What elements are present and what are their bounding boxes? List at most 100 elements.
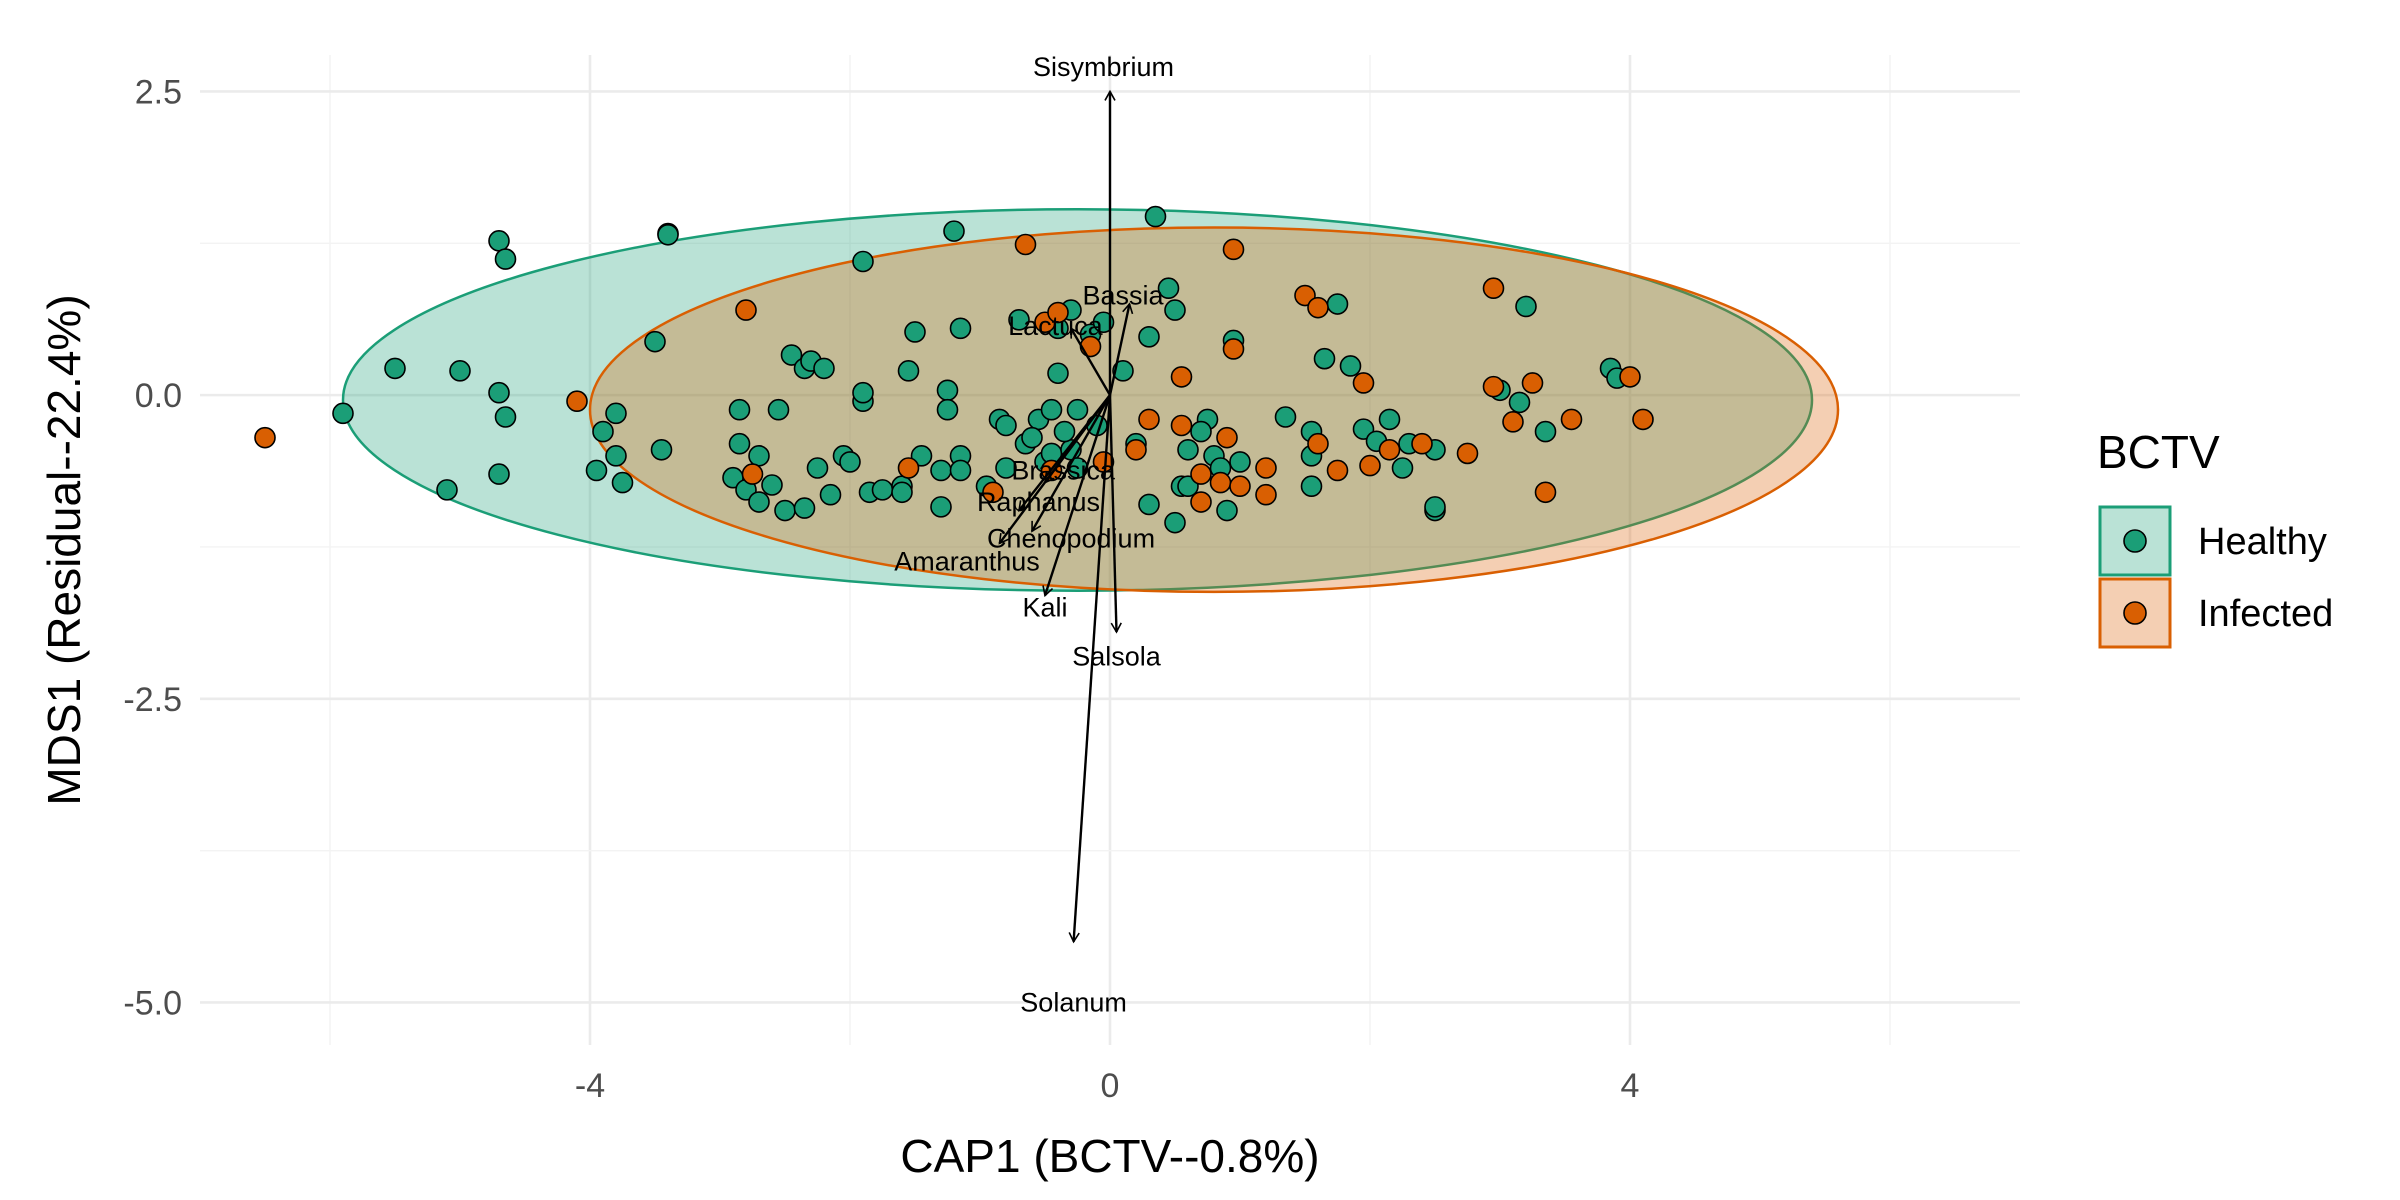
point-healthy: [852, 250, 874, 273]
point-infected: [1138, 408, 1160, 431]
vector-label-raphanus: Raphanus: [977, 487, 1100, 517]
point-healthy: [436, 479, 458, 501]
y-tick-label: 0.0: [135, 377, 182, 415]
point-healthy: [949, 317, 972, 340]
point-infected: [741, 463, 764, 485]
point-healthy: [494, 248, 517, 270]
point-healthy: [1092, 311, 1115, 334]
point-infected: [1170, 414, 1193, 437]
point-infected: [1190, 463, 1212, 485]
x-tick-label: 4: [1621, 1067, 1640, 1105]
point-infected: [1255, 483, 1277, 506]
point-infected: [897, 457, 920, 479]
point-healthy: [650, 438, 673, 461]
point-healthy: [605, 402, 627, 425]
y-tick-label: 2.5: [135, 73, 182, 111]
point-healthy: [806, 457, 829, 479]
point-healthy: [1300, 475, 1323, 498]
point-healthy: [1008, 309, 1030, 331]
point-healthy: [1053, 420, 1076, 443]
axes: -4 0 4 2.5 0.0 -2.5 -5.0: [123, 73, 1639, 1105]
point-healthy: [1040, 398, 1063, 421]
point-infected: [1326, 459, 1349, 482]
point-healthy: [995, 414, 1017, 437]
y-tick-label: -2.5: [123, 681, 182, 719]
vector-label-brassica: Brassica: [1011, 455, 1116, 485]
point-infected: [1534, 481, 1557, 504]
point-healthy: [891, 481, 913, 504]
point-infected: [1502, 411, 1524, 433]
point-healthy: [1021, 426, 1043, 449]
point-infected: [1170, 366, 1193, 388]
data-points: [254, 205, 1654, 534]
point-healthy: [1047, 362, 1069, 385]
point-healthy: [995, 457, 1017, 479]
point-healthy: [943, 220, 965, 242]
point-healthy: [384, 357, 406, 380]
point-healthy: [767, 398, 790, 421]
point-infected: [1229, 475, 1251, 498]
point-infected: [1047, 301, 1069, 324]
point-healthy: [449, 360, 471, 382]
point-healthy: [1313, 347, 1336, 370]
point-healthy: [488, 463, 510, 485]
point-infected: [1307, 296, 1329, 319]
point-infected: [1378, 438, 1401, 461]
point-infected: [1411, 432, 1433, 455]
point-healthy: [611, 471, 634, 494]
point-healthy: [930, 496, 952, 518]
point-infected: [254, 426, 276, 449]
point-infected: [566, 390, 588, 412]
point-healthy: [748, 445, 770, 467]
point-healthy: [839, 451, 861, 473]
point-infected: [1092, 451, 1115, 473]
point-healthy: [488, 381, 510, 404]
point-healthy: [657, 223, 679, 246]
point-infected: [1521, 372, 1544, 394]
y-axis-title: MDS1 (Residual--22.4%): [38, 294, 90, 805]
point-healthy: [1216, 499, 1238, 522]
point-healthy: [1534, 420, 1557, 443]
point-healthy: [1229, 451, 1251, 473]
point-healthy: [1164, 511, 1186, 534]
point-infected: [1307, 432, 1329, 455]
point-healthy: [1274, 406, 1297, 428]
legend-label-infected: Infected: [2198, 593, 2333, 635]
point-healthy: [332, 402, 354, 425]
point-healthy: [728, 432, 751, 455]
vector-label-solanum: Solanum: [1020, 987, 1127, 1017]
vector-label-chenopodium: Chenopodium: [987, 523, 1155, 553]
vector-arrow-bassia: [1108, 302, 1134, 396]
x-tick-label: -4: [575, 1067, 605, 1105]
point-infected: [1482, 375, 1505, 398]
point-healthy: [1144, 205, 1167, 228]
point-healthy: [774, 499, 796, 522]
point-healthy: [1378, 408, 1401, 431]
point-infected: [1222, 338, 1245, 360]
point-infected: [1190, 491, 1212, 513]
point-infected: [735, 299, 757, 321]
vector-label-sisymbrium: Sisymbrium: [1033, 52, 1174, 82]
point-infected: [1456, 442, 1479, 465]
point-healthy: [1424, 496, 1446, 518]
x-axis-title: CAP1 (BCTV--0.8%): [900, 1130, 1319, 1182]
vector-label-amaranthus: Amaranthus: [894, 547, 1040, 577]
vector-arrow-chenopodium: [1030, 394, 1112, 533]
point-healthy: [793, 497, 816, 519]
point-infected: [1216, 426, 1238, 449]
point-healthy: [1157, 277, 1180, 300]
point-healthy: [1326, 293, 1349, 315]
legend-swatch-infected: [2123, 601, 2147, 625]
point-healthy: [819, 483, 842, 506]
point-healthy: [1164, 299, 1186, 321]
point-infected: [1482, 277, 1505, 300]
point-healthy: [936, 379, 959, 402]
point-healthy: [494, 406, 517, 428]
point-healthy: [1138, 326, 1160, 348]
point-healthy: [904, 321, 926, 343]
point-infected: [1222, 238, 1245, 261]
point-healthy: [605, 445, 627, 467]
point-infected: [1255, 457, 1277, 479]
